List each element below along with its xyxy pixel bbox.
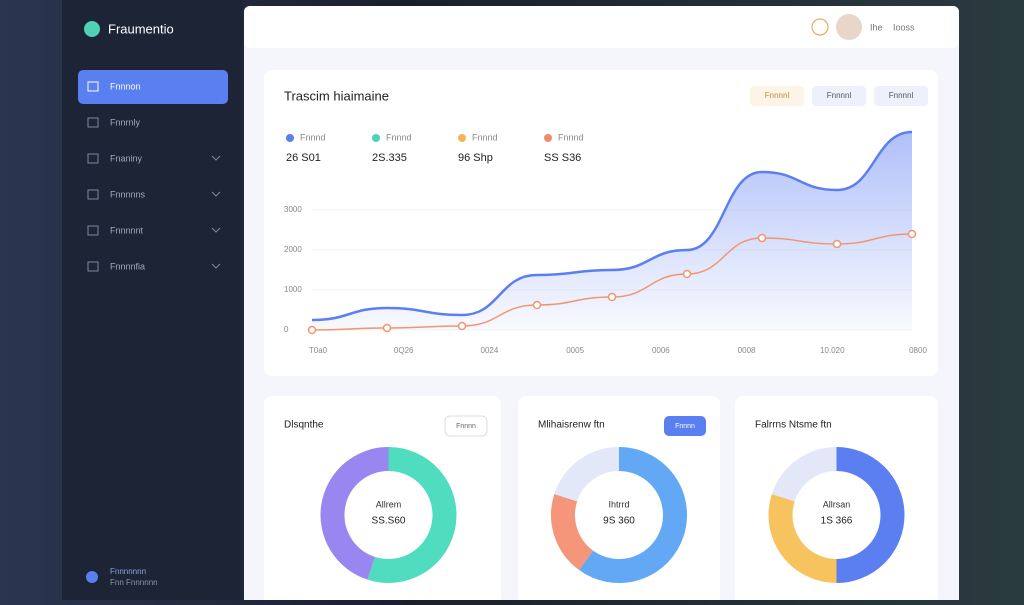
point [307,325,317,335]
legend-name: Fnnnd [558,132,584,142]
avatar[interactable] [836,14,862,40]
legend-dot [458,134,466,142]
card-button-label: Fnnnn [456,423,476,430]
point [532,300,542,310]
legend-value: 2S.335 [372,152,407,164]
card-button[interactable] [444,415,488,437]
x-tick-label: 0Q26 [394,346,414,355]
donut-segment [367,447,457,583]
x-tick-label: 0024 [481,346,499,355]
donut-segment [836,447,905,583]
nav-item[interactable]: Fnnnnnt [110,225,144,235]
chart-button-label: Fnnnnl [889,91,914,100]
legend-dot [372,134,380,142]
user-name: Ihe [870,22,883,32]
card-title: Mlihaisrenw ftn [538,420,605,431]
chart-button[interactable] [874,86,928,106]
nav-item[interactable]: Fnnnnfia [110,261,145,271]
legend-dot [286,134,294,142]
donut-value: 1S 366 [821,516,853,527]
nav-item[interactable]: Fnnnnns [110,189,146,199]
chart-button[interactable] [750,86,804,106]
donut-value: 9S 360 [603,516,635,527]
chart-button-label: Fnnnnl [827,91,852,100]
card-title: Falrrns Ntsme ftn [755,420,832,431]
footer-icon [86,571,98,583]
x-tick-label: 0006 [652,346,670,355]
donut-segment [771,447,838,502]
y-tick-label: 1000 [284,285,302,294]
footer-text: Fnn Fnnnnnn [110,578,158,587]
nav-icon [87,189,99,200]
bell[interactable] [811,18,829,36]
nav-item[interactable]: Fnaniny [110,153,143,163]
nav-icon [87,225,99,236]
legend-value: 26 S01 [286,152,321,164]
y-tick-label: 3000 [284,205,302,214]
donut-segment [551,493,594,571]
line [311,130,913,322]
donut-label: Allrsan [823,499,851,509]
chevron [211,191,221,197]
nav-icon [87,81,99,92]
chevron [211,155,221,161]
chart-button[interactable] [812,86,866,106]
donut-value: SS.S60 [372,516,406,527]
legend-dot [544,134,552,142]
legend-name: Fnnnd [386,132,412,142]
card-title: Dlsqnthe [284,420,324,431]
chart-title: Trascim hiaimaine [284,88,389,103]
nav-icon [87,153,99,164]
donut-label: Ihtrrd [608,499,629,509]
brand: Fraumentio [108,21,174,36]
chevron [211,263,221,269]
logo [84,21,100,37]
point [757,233,767,243]
point [607,292,617,302]
footer-text: Fnnnnnnn [110,567,146,576]
x-tick-label: 0008 [738,346,756,355]
y-tick-label: 0 [284,325,289,334]
x-tick-label: 0800 [909,346,927,355]
topbar [244,6,959,48]
point [457,321,467,331]
donut-label: Allrem [376,499,402,509]
legend-name: Fnnnd [300,132,326,142]
chevron [211,227,221,233]
nav-item[interactable]: Fnnnon [110,81,141,91]
user-role: Iooss [893,22,915,32]
donut-segment [554,447,620,502]
donut-segment [579,447,687,583]
point [832,239,842,249]
x-tick-label: 10.020 [820,346,845,355]
nav-icon [87,117,99,128]
legend-name: Fnnnd [472,132,498,142]
card-button[interactable] [664,416,706,436]
x-tick-label: T0a0 [309,346,328,355]
x-tick-label: 0005 [566,346,584,355]
card-button-label: Fnnnn [675,423,695,430]
point [682,269,692,279]
donut-segment [768,493,838,583]
donut-segment [320,447,390,580]
nav-icon [87,261,99,272]
area [312,132,912,330]
chart-button-label: Fnnnnl [765,91,790,100]
point [907,229,917,239]
legend-value: SS S36 [544,152,581,164]
nav-active[interactable] [78,70,228,104]
legend-value: 96 Shp [458,152,493,164]
point [382,323,392,333]
nav-item[interactable]: Fnnrnly [110,117,141,127]
y-tick-label: 2000 [284,245,302,254]
